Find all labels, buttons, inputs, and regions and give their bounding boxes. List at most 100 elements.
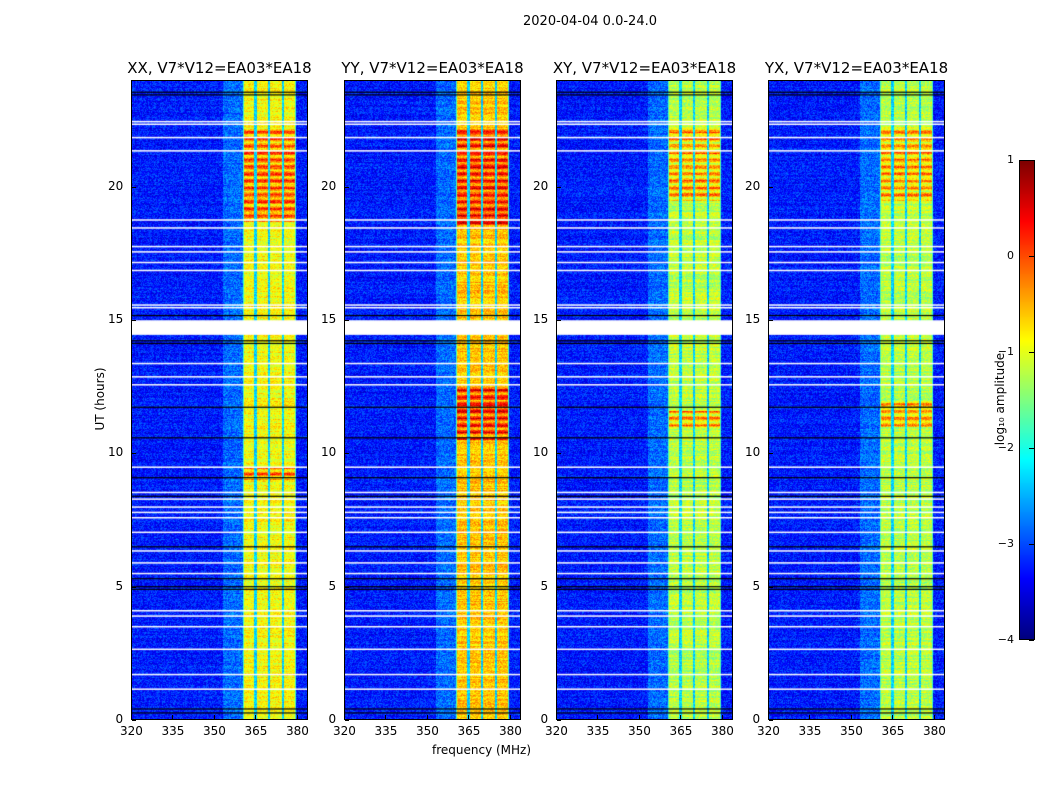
heatmap-panel	[768, 80, 945, 720]
x-tick-label: 350	[202, 724, 226, 738]
x-tick-label: 320	[120, 724, 143, 738]
colorbar-label: log₁₀ amplitude	[993, 352, 1007, 446]
y-tick-label: 10	[321, 445, 337, 460]
panel-title: YY, V7*V12=EA03*EA18	[341, 59, 524, 77]
x-tick-label: 335	[586, 724, 610, 738]
x-tick-label: 350	[839, 724, 863, 738]
y-tick-label: 5	[752, 578, 761, 593]
x-tick-mark	[556, 715, 557, 719]
x-tick-label: 320	[333, 724, 356, 738]
heatmap-panel	[556, 80, 733, 720]
y-tick-mark	[345, 320, 349, 321]
x-tick-label: 365	[669, 724, 693, 738]
x-tick-label: 335	[374, 724, 398, 738]
y-tick-mark	[132, 720, 136, 721]
y-tick-mark	[769, 720, 773, 721]
x-tick-mark	[344, 715, 345, 719]
x-tick-mark	[213, 715, 215, 719]
colorbar-tick-label: −4	[997, 633, 1014, 646]
y-tick-mark	[345, 720, 349, 721]
y-tick-mark	[769, 586, 773, 588]
colorbar	[1019, 160, 1035, 640]
x-tick-mark	[638, 715, 640, 719]
y-tick-label: 20	[745, 178, 761, 193]
colorbar-tick-mark	[1029, 160, 1034, 161]
y-tick-mark	[557, 586, 561, 588]
y-tick-label: 15	[108, 312, 124, 326]
heatmap-image	[345, 81, 520, 719]
y-axis-label: UT (hours)	[93, 367, 107, 431]
colorbar-tick-label: −2	[997, 441, 1014, 454]
y-tick-label: 15	[745, 312, 761, 326]
y-tick-mark	[132, 586, 136, 588]
x-tick-mark	[597, 715, 599, 719]
y-tick-mark	[557, 720, 561, 721]
y-tick-label: 15	[321, 312, 337, 326]
x-tick-mark	[255, 715, 257, 719]
panel-title: XY, V7*V12=EA03*EA18	[552, 59, 737, 77]
y-tick-label: 10	[108, 445, 124, 460]
x-tick-mark	[850, 715, 852, 719]
x-tick-label: 350	[415, 724, 439, 738]
x-tick-label: 350	[627, 724, 651, 738]
x-tick-mark	[892, 715, 894, 719]
colorbar-tick-label: 0	[1007, 249, 1014, 262]
panel-title: YX, V7*V12=EA03*EA18	[764, 59, 949, 77]
x-tick-label: 335	[798, 724, 822, 738]
y-tick-label: 5	[115, 578, 124, 593]
colorbar-tick-mark	[1029, 256, 1034, 257]
heatmap-image	[132, 81, 307, 719]
x-tick-mark	[721, 715, 723, 719]
y-tick-label: 0	[540, 712, 549, 726]
colorbar-tick-mark	[1029, 352, 1034, 353]
x-tick-mark	[509, 715, 511, 719]
colorbar-tick-label: −1	[997, 345, 1014, 358]
y-tick-mark	[769, 453, 773, 455]
y-tick-label: 0	[328, 712, 337, 726]
x-tick-mark	[385, 715, 387, 719]
y-tick-mark	[132, 186, 136, 188]
y-tick-mark	[345, 586, 349, 588]
x-tick-label: 380	[710, 724, 734, 738]
y-tick-label: 0	[115, 712, 124, 726]
y-tick-mark	[345, 453, 349, 455]
x-tick-label: 335	[161, 724, 185, 738]
y-tick-mark	[557, 453, 561, 455]
x-tick-label: 365	[244, 724, 268, 738]
panel-title: XX, V7*V12=EA03*EA18	[127, 59, 312, 77]
y-tick-mark	[132, 320, 136, 321]
x-tick-mark	[296, 715, 298, 719]
y-tick-mark	[345, 186, 349, 188]
y-tick-label: 5	[540, 578, 549, 593]
heatmap-panel	[344, 80, 521, 720]
y-tick-label: 10	[745, 445, 761, 460]
y-tick-mark	[769, 320, 773, 321]
y-tick-label: 0	[752, 712, 761, 726]
x-tick-label: 365	[457, 724, 481, 738]
heatmap-image	[769, 81, 944, 719]
x-tick-label: 380	[285, 724, 309, 738]
x-tick-mark	[768, 715, 769, 719]
x-tick-label: 365	[881, 724, 905, 738]
x-axis-label: frequency (MHz)	[432, 743, 532, 757]
y-tick-label: 10	[533, 445, 549, 460]
y-tick-mark	[769, 186, 773, 188]
colorbar-tick-mark	[1029, 448, 1034, 449]
x-tick-mark	[426, 715, 428, 719]
x-tick-label: 380	[922, 724, 946, 738]
y-tick-label: 15	[533, 312, 549, 326]
y-tick-mark	[557, 186, 561, 188]
heatmap-panel	[131, 80, 308, 720]
figure-title: 2020-04-04 0.0-24.0	[523, 14, 657, 29]
x-tick-mark	[468, 715, 470, 719]
y-tick-mark	[132, 453, 136, 455]
x-tick-mark	[809, 715, 811, 719]
x-tick-mark	[680, 715, 682, 719]
colorbar-tick-mark	[1029, 640, 1034, 641]
x-tick-label: 380	[498, 724, 522, 738]
x-tick-mark	[131, 715, 132, 719]
y-tick-label: 20	[108, 178, 124, 193]
heatmap-image	[557, 81, 732, 719]
y-tick-label: 5	[328, 578, 337, 593]
